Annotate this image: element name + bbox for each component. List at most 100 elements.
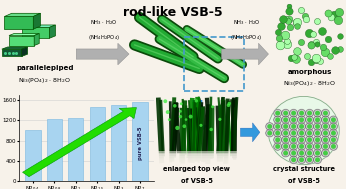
Circle shape <box>316 131 319 135</box>
Text: (NH$_4$H$_2$PO$_4$): (NH$_4$H$_2$PO$_4$) <box>230 33 263 42</box>
Circle shape <box>300 145 303 148</box>
Circle shape <box>308 125 311 128</box>
Text: enlarged top view: enlarged top view <box>163 166 230 172</box>
Point <box>294 50 300 53</box>
Bar <box>156 153 239 164</box>
Circle shape <box>282 136 290 143</box>
Point <box>198 124 204 127</box>
Point <box>183 118 189 121</box>
Circle shape <box>332 125 335 128</box>
Circle shape <box>324 131 327 135</box>
Bar <box>68 118 83 181</box>
Circle shape <box>290 156 298 163</box>
Circle shape <box>300 138 303 142</box>
Polygon shape <box>49 25 55 38</box>
Point <box>178 115 183 118</box>
Circle shape <box>282 109 290 117</box>
Circle shape <box>282 129 290 137</box>
Circle shape <box>306 129 313 137</box>
Circle shape <box>329 129 337 137</box>
Circle shape <box>308 145 311 148</box>
Polygon shape <box>22 27 49 38</box>
Point <box>337 34 343 37</box>
Text: Ni$_3$(PO$_4$)$_2$ · 8H$_2$O: Ni$_3$(PO$_4$)$_2$ · 8H$_2$O <box>283 79 336 88</box>
Circle shape <box>284 151 288 155</box>
Point <box>314 20 320 23</box>
Circle shape <box>274 136 282 143</box>
Circle shape <box>292 131 295 135</box>
Point <box>277 43 283 46</box>
Circle shape <box>313 116 321 124</box>
Circle shape <box>306 136 313 143</box>
Circle shape <box>313 136 321 143</box>
Circle shape <box>308 131 311 135</box>
Circle shape <box>308 118 311 122</box>
Point <box>286 5 292 8</box>
Circle shape <box>276 138 280 142</box>
Polygon shape <box>22 25 55 27</box>
Point <box>165 111 171 114</box>
Circle shape <box>300 125 303 128</box>
Bar <box>156 158 239 164</box>
Circle shape <box>266 123 274 130</box>
FancyArrow shape <box>240 123 260 142</box>
Circle shape <box>329 136 337 143</box>
Circle shape <box>284 138 288 142</box>
Point <box>313 59 319 62</box>
Circle shape <box>316 158 319 161</box>
Circle shape <box>298 109 306 117</box>
Circle shape <box>321 123 329 130</box>
Circle shape <box>290 143 298 150</box>
Circle shape <box>266 129 274 137</box>
Polygon shape <box>33 13 40 29</box>
Point <box>320 45 326 48</box>
Point <box>210 105 215 108</box>
Bar <box>184 37 244 91</box>
Circle shape <box>324 112 327 115</box>
Circle shape <box>298 129 306 137</box>
Point <box>293 57 299 60</box>
Bar <box>90 107 105 181</box>
Bar <box>156 159 239 164</box>
Point <box>310 32 316 35</box>
Circle shape <box>332 138 335 142</box>
Text: (NH$_4$H$_2$PO$_4$): (NH$_4$H$_2$PO$_4$) <box>88 33 120 42</box>
Circle shape <box>284 145 288 148</box>
Circle shape <box>292 145 295 148</box>
Point <box>307 31 312 34</box>
Bar <box>133 102 148 181</box>
Circle shape <box>290 109 298 117</box>
Circle shape <box>276 125 280 128</box>
Point <box>294 20 300 23</box>
Circle shape <box>306 123 313 130</box>
Circle shape <box>321 129 329 137</box>
Circle shape <box>274 109 282 117</box>
Point <box>281 18 286 21</box>
Circle shape <box>298 143 306 150</box>
Point <box>308 42 313 45</box>
Circle shape <box>298 149 306 157</box>
Point <box>298 41 304 44</box>
FancyArrow shape <box>187 100 208 136</box>
Circle shape <box>321 136 329 143</box>
Point <box>325 38 330 41</box>
Text: parallelepiped: parallelepiped <box>16 65 74 71</box>
Circle shape <box>284 118 288 122</box>
Circle shape <box>332 145 335 148</box>
Point <box>282 33 288 36</box>
Point <box>309 61 314 64</box>
Circle shape <box>268 131 272 135</box>
Circle shape <box>316 145 319 148</box>
Circle shape <box>282 143 290 150</box>
Circle shape <box>298 123 306 130</box>
Circle shape <box>306 109 313 117</box>
Point <box>178 110 183 113</box>
Circle shape <box>300 118 303 122</box>
Bar <box>156 161 239 164</box>
Circle shape <box>298 156 306 163</box>
Circle shape <box>284 125 288 128</box>
Point <box>179 102 184 105</box>
Circle shape <box>329 143 337 150</box>
Text: pure VSB-5: pure VSB-5 <box>138 126 143 160</box>
Circle shape <box>274 143 282 150</box>
